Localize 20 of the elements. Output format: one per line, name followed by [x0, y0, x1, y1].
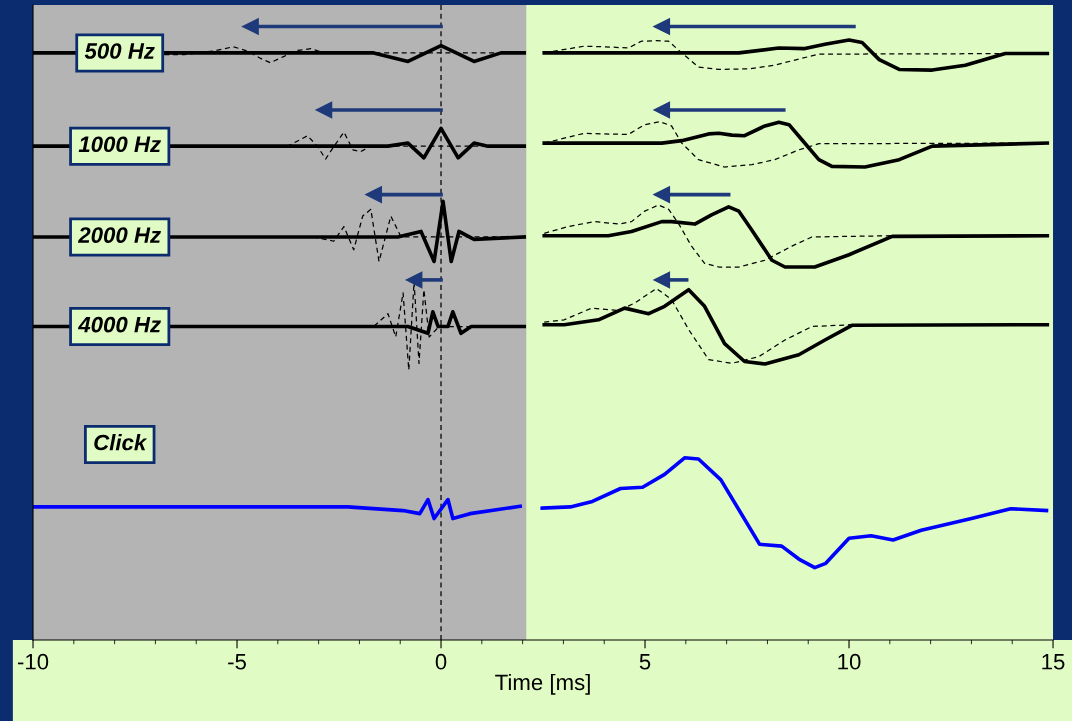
x-tick-label: 15: [1042, 654, 1065, 670]
point: [242, 18, 259, 35]
point: [653, 18, 671, 35]
point: [405, 271, 423, 289]
x-tick-label: 5: [639, 654, 651, 670]
point: [653, 101, 671, 119]
annotation: 2000 Hz: [77, 227, 161, 243]
x-tick-label: 10: [838, 653, 861, 670]
point: [653, 271, 671, 289]
point: [365, 186, 383, 203]
x-axis-title: Time [ms]: [495, 673, 590, 695]
annotation: 1000 Hz: [78, 136, 161, 153]
point: [315, 101, 333, 119]
annotation: 4000 Hz: [77, 316, 161, 333]
x-tick-label: -10: [17, 653, 49, 670]
annotation: 500 Hz: [84, 43, 155, 59]
x-tick-label: 0: [435, 653, 447, 670]
x-tick-label: -5: [228, 654, 246, 670]
point: [653, 186, 671, 203]
annotation: Click: [94, 434, 148, 451]
